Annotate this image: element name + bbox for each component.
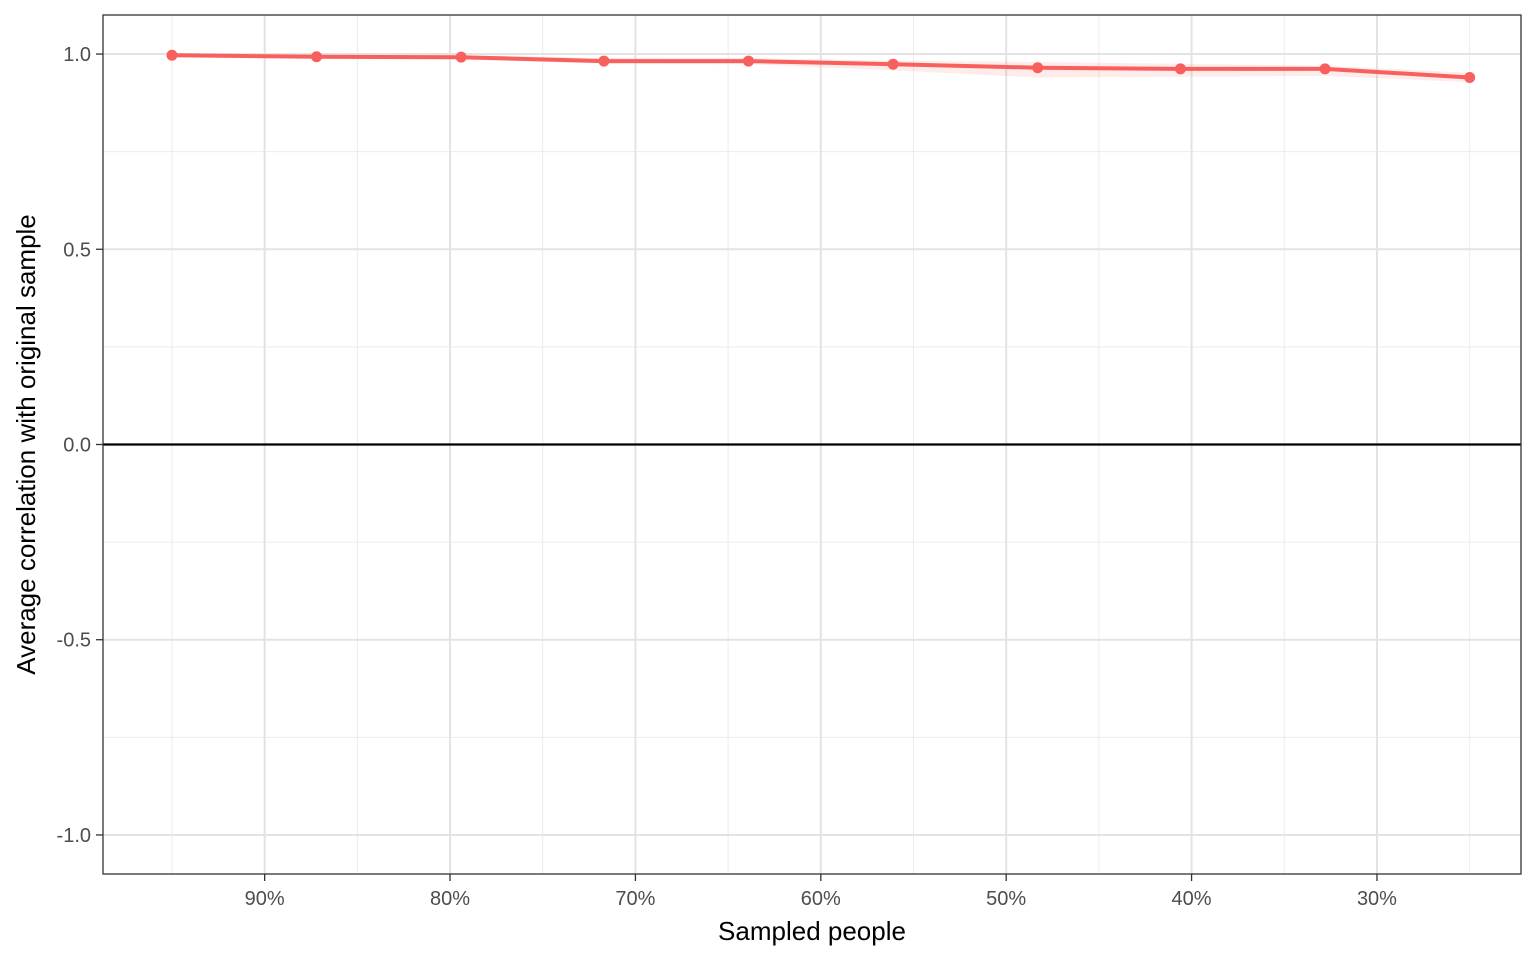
- y-tick-label: 0.0: [63, 435, 91, 457]
- y-axis-ticks: 1.0 0.5 0.0 -0.5 -1.0: [57, 44, 103, 847]
- y-axis-title: Average correlation with original sample: [11, 214, 41, 675]
- data-point: [455, 51, 467, 63]
- x-tick-label: 90%: [245, 888, 285, 910]
- data-point: [1464, 71, 1476, 83]
- data-point: [166, 49, 178, 61]
- x-tick-label: 30%: [1357, 888, 1397, 910]
- series-line: [170, 53, 1472, 80]
- data-point: [1319, 63, 1331, 75]
- confidence-ribbon-layer: [172, 54, 1470, 83]
- series-line-layer: [170, 53, 1472, 80]
- x-axis-title: Sampled people: [718, 916, 906, 946]
- x-tick-label: 50%: [986, 888, 1026, 910]
- x-axis-ticks: 90% 80% 70% 60% 50% 40% 30%: [245, 874, 1397, 910]
- x-tick-label: 60%: [801, 888, 841, 910]
- confidence-ribbon: [172, 54, 1470, 83]
- y-tick-label: -0.5: [57, 630, 91, 652]
- data-point: [311, 51, 323, 63]
- data-point: [1174, 63, 1186, 75]
- data-point: [598, 55, 610, 67]
- y-tick-label: 0.5: [63, 239, 91, 261]
- x-tick-label: 40%: [1172, 888, 1212, 910]
- x-tick-label: 80%: [430, 888, 470, 910]
- data-point: [1032, 62, 1044, 74]
- series-point-layer: [166, 49, 1476, 83]
- data-point: [743, 55, 755, 67]
- data-point: [887, 58, 899, 70]
- y-tick-label: -1.0: [57, 825, 91, 847]
- y-tick-label: 1.0: [63, 44, 91, 66]
- x-tick-label: 70%: [615, 888, 655, 910]
